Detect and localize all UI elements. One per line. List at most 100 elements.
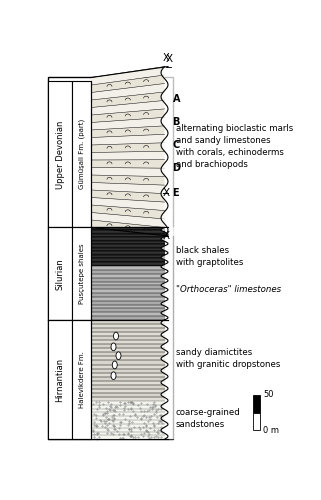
Polygon shape — [168, 84, 184, 85]
Polygon shape — [161, 95, 184, 96]
Polygon shape — [164, 90, 184, 91]
Text: B: B — [172, 116, 180, 126]
Polygon shape — [167, 202, 184, 203]
Polygon shape — [166, 80, 184, 82]
Polygon shape — [91, 190, 165, 202]
Polygon shape — [91, 134, 165, 145]
Bar — [91, 252, 165, 254]
Bar — [91, 263, 165, 264]
Circle shape — [111, 372, 116, 380]
Bar — [91, 250, 165, 252]
Polygon shape — [165, 224, 184, 225]
Bar — [91, 270, 165, 274]
Polygon shape — [168, 206, 184, 207]
Polygon shape — [165, 211, 184, 212]
Polygon shape — [167, 154, 184, 155]
Polygon shape — [161, 98, 184, 99]
Polygon shape — [168, 156, 184, 157]
Polygon shape — [164, 139, 184, 140]
Polygon shape — [162, 197, 184, 198]
Polygon shape — [162, 166, 184, 167]
Polygon shape — [168, 85, 184, 86]
Bar — [91, 340, 165, 344]
Text: Hirnantian: Hirnantian — [56, 358, 65, 402]
Polygon shape — [164, 91, 184, 92]
Bar — [91, 360, 165, 364]
Bar — [91, 368, 165, 372]
Polygon shape — [91, 92, 165, 108]
Bar — [91, 290, 165, 293]
Polygon shape — [163, 141, 184, 142]
Polygon shape — [168, 205, 184, 206]
Polygon shape — [162, 221, 184, 222]
Polygon shape — [163, 174, 184, 175]
Polygon shape — [168, 132, 184, 133]
Polygon shape — [91, 160, 165, 168]
Bar — [91, 376, 165, 380]
Bar — [91, 242, 165, 244]
Polygon shape — [167, 155, 184, 156]
Bar — [91, 332, 165, 336]
Polygon shape — [163, 212, 184, 214]
Bar — [91, 244, 165, 245]
Bar — [91, 229, 165, 231]
Polygon shape — [167, 226, 184, 227]
Polygon shape — [163, 189, 184, 190]
Polygon shape — [168, 159, 184, 160]
Polygon shape — [91, 84, 165, 100]
Bar — [91, 258, 165, 259]
Polygon shape — [162, 165, 184, 166]
Polygon shape — [167, 209, 184, 210]
Polygon shape — [91, 182, 165, 194]
Polygon shape — [162, 196, 184, 197]
Polygon shape — [161, 170, 184, 171]
Polygon shape — [161, 97, 184, 98]
Polygon shape — [166, 112, 184, 113]
Polygon shape — [166, 152, 184, 153]
Polygon shape — [164, 175, 184, 176]
Bar — [91, 259, 165, 261]
Polygon shape — [161, 218, 184, 219]
Polygon shape — [161, 219, 184, 220]
Polygon shape — [91, 109, 165, 122]
Polygon shape — [168, 83, 184, 84]
Polygon shape — [167, 82, 184, 83]
Polygon shape — [162, 190, 184, 191]
Polygon shape — [161, 192, 184, 193]
Bar — [253, 412, 260, 430]
Polygon shape — [164, 199, 184, 200]
Text: "Orthoceras" limestones: "Orthoceras" limestones — [176, 284, 281, 294]
Polygon shape — [161, 73, 184, 74]
Bar — [91, 297, 165, 300]
Polygon shape — [164, 103, 184, 104]
Polygon shape — [166, 104, 184, 105]
Polygon shape — [168, 180, 184, 181]
Polygon shape — [162, 100, 184, 101]
Polygon shape — [165, 210, 184, 211]
Polygon shape — [166, 105, 184, 106]
Polygon shape — [162, 220, 184, 221]
Polygon shape — [161, 215, 184, 216]
Bar — [73, 228, 91, 320]
Polygon shape — [168, 228, 184, 229]
Polygon shape — [167, 208, 184, 209]
Text: 50: 50 — [263, 390, 274, 400]
Text: black shales
with graptolites: black shales with graptolites — [176, 246, 243, 267]
Polygon shape — [161, 120, 184, 121]
Bar — [91, 316, 165, 320]
Polygon shape — [161, 191, 184, 192]
Polygon shape — [168, 131, 184, 132]
Bar — [91, 308, 165, 312]
Polygon shape — [163, 140, 184, 141]
Polygon shape — [167, 227, 184, 228]
Bar — [91, 436, 165, 439]
Bar — [91, 286, 165, 290]
Polygon shape — [168, 109, 184, 110]
Bar — [73, 320, 91, 439]
Polygon shape — [162, 172, 184, 173]
Polygon shape — [168, 204, 184, 205]
Bar — [91, 412, 165, 416]
Text: 0 m: 0 m — [263, 426, 279, 435]
Polygon shape — [162, 93, 184, 94]
Bar — [91, 238, 165, 240]
